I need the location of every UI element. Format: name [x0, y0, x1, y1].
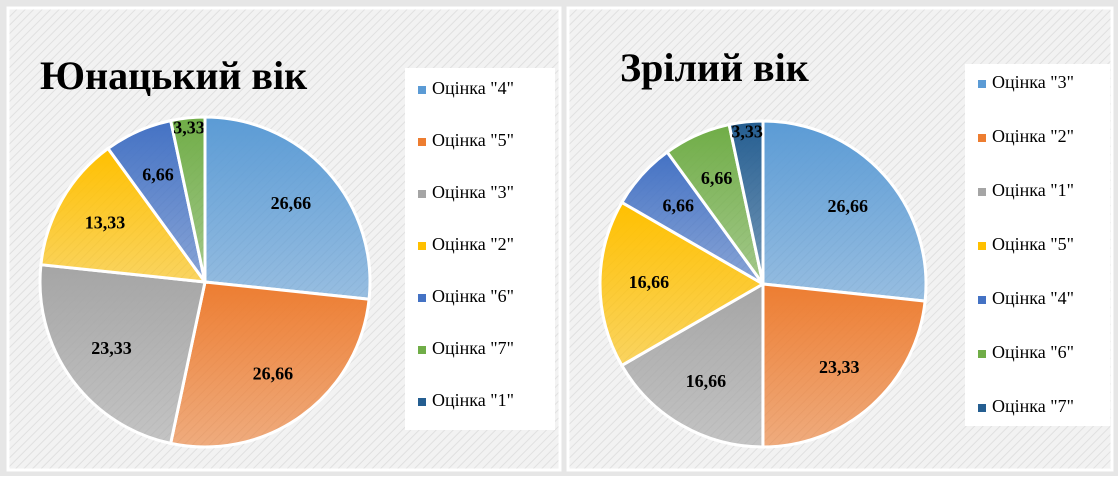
legend-label: Оцінка "2" — [432, 234, 514, 254]
legend-label: Оцінка "5" — [992, 234, 1074, 254]
pie-slice — [619, 281, 765, 449]
pie-slice — [761, 119, 928, 303]
pie-slice — [761, 282, 927, 449]
legend-swatch — [978, 134, 986, 142]
pie-slice — [727, 119, 765, 285]
legend-swatch — [978, 296, 986, 304]
legend-swatch — [418, 190, 426, 198]
legend-swatch — [418, 346, 426, 354]
legend-swatch — [978, 242, 986, 250]
legend-swatch — [978, 404, 986, 412]
legend-label: Оцінка "7" — [432, 338, 514, 358]
pie-slice — [38, 263, 207, 446]
legend-label: Оцінка "2" — [992, 126, 1074, 146]
data-label: 3,33 — [173, 118, 205, 138]
chart-title: Зрілий вік — [620, 45, 809, 90]
legend-swatch — [418, 86, 426, 94]
legend-label: Оцінка "1" — [432, 390, 514, 410]
data-label: 26,66 — [253, 364, 294, 384]
data-label: 16,66 — [686, 371, 727, 391]
data-label: 26,66 — [828, 196, 869, 216]
legend-swatch — [978, 188, 986, 196]
data-label: 23,33 — [819, 357, 860, 377]
data-label: 6,66 — [662, 196, 694, 216]
data-label: 13,33 — [85, 212, 126, 232]
data-label: 3,33 — [731, 121, 763, 141]
legend-swatch — [978, 80, 986, 88]
pie-slice — [168, 280, 371, 449]
data-label: 23,33 — [91, 338, 132, 358]
legend-box — [965, 64, 1110, 426]
legend-label: Оцінка "3" — [992, 72, 1074, 92]
legend-swatch — [978, 350, 986, 358]
legend-label: Оцінка "6" — [432, 286, 514, 306]
legend-label: Оцінка "4" — [992, 288, 1074, 308]
legend-box — [405, 68, 555, 430]
legend-swatch — [418, 138, 426, 146]
legend-swatch — [418, 398, 426, 406]
pie-slice — [39, 146, 209, 284]
data-label: 26,66 — [271, 193, 312, 213]
legend-label: Оцінка "4" — [432, 78, 514, 98]
chart-title: Юнацький вік — [40, 53, 307, 98]
legend-swatch — [418, 294, 426, 302]
pie-slice — [203, 115, 372, 301]
data-label: 6,66 — [142, 165, 174, 185]
data-label: 16,66 — [629, 272, 670, 292]
legend-label: Оцінка "3" — [432, 182, 514, 202]
pie-slice — [598, 200, 766, 368]
legend-label: Оцінка "5" — [432, 130, 514, 150]
legend-label: Оцінка "6" — [992, 342, 1074, 362]
legend-label: Оцінка "1" — [992, 180, 1074, 200]
legend-label: Оцінка "7" — [992, 396, 1074, 416]
data-label: 6,66 — [701, 168, 733, 188]
legend-swatch — [418, 242, 426, 250]
